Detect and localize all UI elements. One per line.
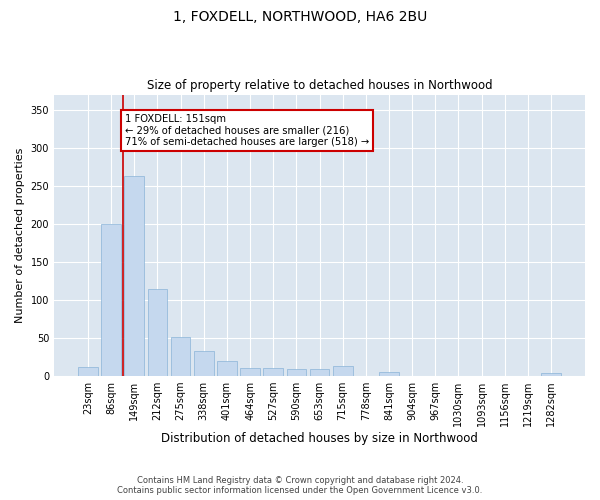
Bar — [148, 288, 167, 376]
Bar — [333, 366, 353, 376]
Title: Size of property relative to detached houses in Northwood: Size of property relative to detached ho… — [147, 79, 493, 92]
Bar — [541, 373, 561, 376]
Bar — [263, 368, 283, 376]
Bar — [287, 369, 306, 376]
Text: 1 FOXDELL: 151sqm
← 29% of detached houses are smaller (216)
71% of semi-detache: 1 FOXDELL: 151sqm ← 29% of detached hous… — [125, 114, 370, 147]
Bar — [101, 224, 121, 376]
Bar — [194, 351, 214, 376]
Bar — [171, 336, 190, 376]
Y-axis label: Number of detached properties: Number of detached properties — [15, 148, 25, 323]
Bar — [124, 176, 144, 376]
Bar — [217, 361, 237, 376]
Text: 1, FOXDELL, NORTHWOOD, HA6 2BU: 1, FOXDELL, NORTHWOOD, HA6 2BU — [173, 10, 427, 24]
Bar — [240, 368, 260, 376]
X-axis label: Distribution of detached houses by size in Northwood: Distribution of detached houses by size … — [161, 432, 478, 445]
Bar — [78, 367, 98, 376]
Bar — [310, 369, 329, 376]
Bar — [379, 372, 399, 376]
Text: Contains HM Land Registry data © Crown copyright and database right 2024.
Contai: Contains HM Land Registry data © Crown c… — [118, 476, 482, 495]
